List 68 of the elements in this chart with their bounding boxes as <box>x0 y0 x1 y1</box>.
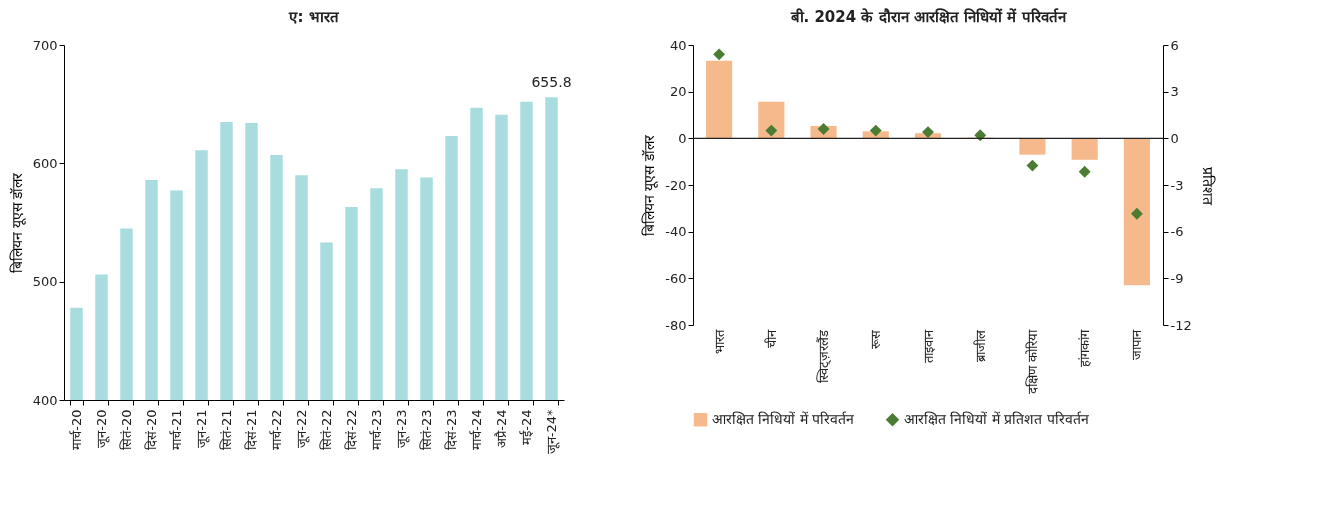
point <box>765 124 778 137</box>
y-tick-label: 500 <box>32 274 58 290</box>
bar <box>1123 138 1150 286</box>
y-tick-label: 0 <box>678 130 687 146</box>
x-tick-label: दिसं-21 <box>244 409 259 450</box>
point <box>817 123 830 135</box>
y2-tick-label: 3 <box>1170 84 1179 100</box>
x-tick-label: मार्च-23 <box>369 409 384 450</box>
point <box>1130 207 1143 220</box>
bar <box>758 101 785 139</box>
point <box>713 48 726 61</box>
point <box>869 124 882 137</box>
y-tick-label: -40 <box>665 224 687 240</box>
x-tick-label: दिसं-20 <box>144 409 159 450</box>
y-axis-title: बिलियन यूएस डॉलर <box>641 135 659 236</box>
x-tick-label: जापान <box>1129 328 1145 360</box>
x-tick-label: दिसं-22 <box>344 409 359 450</box>
x-tick-label: ताइवान <box>920 328 936 363</box>
x-tick-label: जून-21 <box>194 409 210 448</box>
x-tick-label: मार्च-20 <box>69 409 84 450</box>
x-tick-label: मई-24 <box>519 409 534 445</box>
chart-title: बी. 2024 के दौरान आरक्षित निधियों में परिवर्तन <box>789 8 1067 26</box>
point <box>1078 165 1091 178</box>
x-tick-label: जून-22 <box>294 409 310 448</box>
x-tick-label: दिसं-23 <box>444 409 459 450</box>
legend-label: आरक्षित निधियों में प्रतिशत परिवर्तन <box>904 410 1089 427</box>
x-tick-label: जून-23 <box>394 409 410 448</box>
y-tick-label: 20 <box>669 84 687 100</box>
y2-tick-label: -9 <box>1170 270 1184 286</box>
data-label: 655.8 <box>531 74 572 91</box>
y2-tick-label: -6 <box>1170 224 1184 240</box>
legend-label: आरक्षित निधियों में परिवर्तन <box>712 410 855 427</box>
y-tick-label: 40 <box>669 37 687 53</box>
x-tick-label: हांगकांग <box>1077 328 1093 367</box>
point <box>922 126 934 139</box>
y2-tick-label: 6 <box>1170 37 1179 53</box>
x-tick-label: जून-20 <box>94 409 110 448</box>
y2-tick-label: -3 <box>1170 177 1184 193</box>
y2-tick-label: 0 <box>1170 130 1179 146</box>
bar <box>1019 138 1046 155</box>
x-tick-label: भारत <box>711 328 727 354</box>
x-tick-label: ब्राजील <box>972 329 988 362</box>
chart-title: ए: भारत <box>288 8 340 26</box>
x-tick-label: मार्च-24 <box>469 409 484 450</box>
x-tick-label: अप्रै-24 <box>494 409 509 448</box>
x-tick-label: दक्षिण कोरिया <box>1024 328 1040 394</box>
point <box>1026 159 1039 172</box>
bar <box>1071 138 1098 160</box>
x-tick-label: मार्च-22 <box>269 409 284 450</box>
x-tick-label: सितं-21 <box>219 409 234 450</box>
y2-axis-title: प्रतिशत <box>1199 166 1216 206</box>
y2-tick-label: -12 <box>1170 317 1192 333</box>
bar <box>706 60 733 139</box>
y-tick-label: 400 <box>32 392 58 408</box>
y-tick-label: -60 <box>665 270 687 286</box>
y-axis-title: बिलियन यूएस डॉलर <box>8 172 26 274</box>
x-tick-label: रूस <box>868 329 884 349</box>
x-tick-label: स्विट्ज़रलैंड <box>816 328 833 383</box>
x-tick-label: सितं-20 <box>119 409 134 450</box>
x-tick-label: चीन <box>763 328 779 348</box>
x-tick-label: सितं-23 <box>419 409 434 450</box>
x-tick-label: मार्च-21 <box>169 409 184 450</box>
x-tick-label: जून-24* <box>544 409 560 455</box>
y-tick-label: -20 <box>665 177 687 193</box>
y-tick-label: 600 <box>32 155 58 171</box>
y-tick-label: -80 <box>665 317 687 333</box>
y-tick-label: 700 <box>32 37 58 53</box>
x-tick-label: सितं-22 <box>319 409 334 450</box>
